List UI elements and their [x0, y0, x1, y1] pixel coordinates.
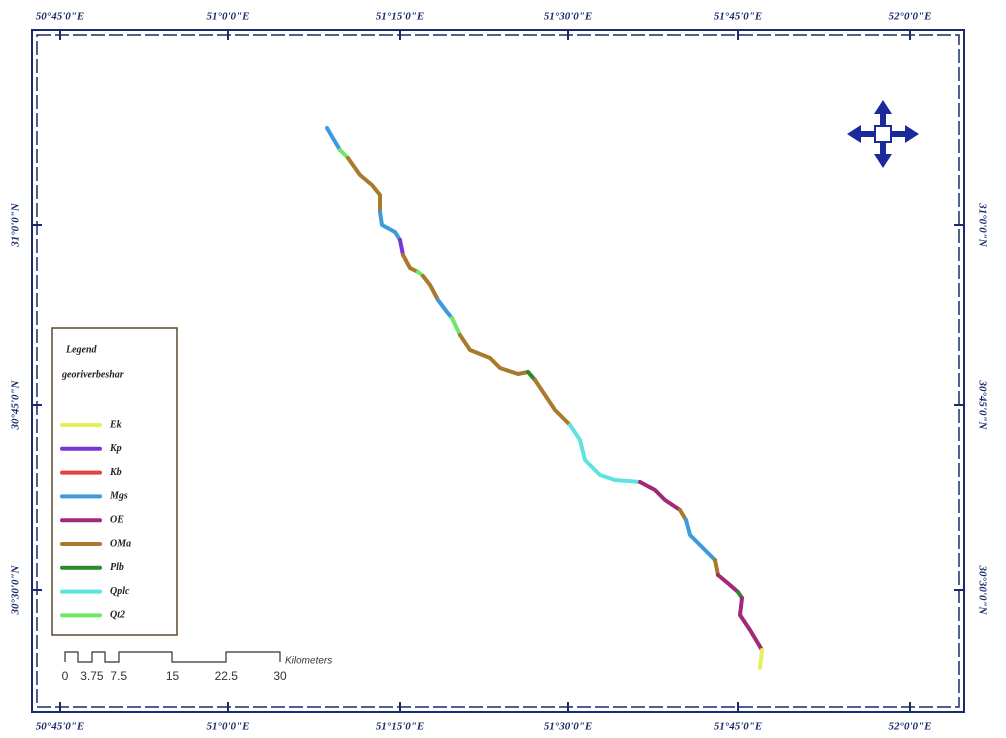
legend-label: Kp	[109, 443, 122, 454]
bottom-coordinate-label: 51°30'0"E	[544, 721, 592, 733]
river-segment	[684, 518, 717, 562]
inner-frame	[36, 34, 960, 708]
river-segment	[568, 423, 642, 484]
top-coordinate-label: 51°0'0"E	[207, 11, 250, 23]
scale-label: 22.5	[215, 669, 239, 683]
scale-unit: Kilometers	[285, 656, 332, 667]
legend-label: OMa	[110, 538, 131, 549]
river-segment	[716, 573, 740, 594]
river-segment	[325, 126, 342, 152]
right-coordinate-label: 31°0'0"N	[976, 202, 988, 248]
river-segment	[401, 253, 420, 274]
top-coordinate-label: 50°45'0"E	[36, 11, 84, 23]
bottom-coordinate-label: 51°45'0"E	[714, 721, 762, 733]
river-segment	[758, 648, 764, 670]
river-segment	[421, 274, 440, 302]
legend-title: Legend	[65, 344, 98, 355]
legend-box	[51, 327, 178, 636]
scale-label: 7.5	[110, 669, 127, 683]
river-segment	[436, 298, 454, 320]
scale-label: 3.75	[80, 669, 104, 683]
bottom-coordinate-label: 52°0'0"E	[889, 721, 932, 733]
bottom-coordinate-label: 51°15'0"E	[376, 721, 424, 733]
scale-label: 0	[62, 669, 69, 683]
right-coordinate-label: 30°45'0"N	[976, 379, 988, 430]
legend-label: Mgs	[109, 491, 128, 502]
left-coordinate-label: 31°0'0"N	[10, 202, 22, 248]
left-coordinate-label: 30°30'0"N	[10, 564, 22, 615]
river-segment	[533, 378, 572, 427]
left-coordinate-label: 30°45'0"N	[10, 379, 22, 430]
river-segment	[378, 210, 402, 242]
scale-label: 15	[166, 669, 180, 683]
river-segment	[458, 333, 530, 376]
legend-layer: georiverbeshar	[61, 369, 124, 380]
river-segment	[346, 156, 382, 214]
legend-label: Qplc	[110, 586, 130, 597]
right-coordinate-label: 30°30'0"N	[976, 564, 988, 615]
legend-label: Ek	[109, 419, 122, 430]
river-segment	[713, 558, 720, 577]
scale-bar	[64, 651, 281, 663]
bottom-coordinate-label: 51°0'0"E	[207, 721, 250, 733]
legend-label: OE	[110, 514, 124, 525]
top-coordinate-label: 51°15'0"E	[376, 11, 424, 23]
river-segment	[398, 238, 405, 257]
legend-label: Plb	[110, 562, 124, 573]
bottom-coordinate-label: 50°45'0"E	[36, 721, 84, 733]
river-segment	[638, 480, 682, 512]
top-coordinate-label: 51°45'0"E	[714, 11, 762, 23]
river-segment	[738, 596, 764, 652]
north-arrow	[847, 100, 919, 168]
scale-label: 30	[273, 669, 287, 683]
outer-frame	[31, 29, 965, 713]
legend-label: Qt2	[110, 610, 125, 621]
legend-label: Kb	[109, 467, 122, 478]
top-coordinate-label: 52°0'0"E	[889, 11, 932, 23]
river-segment	[450, 316, 462, 337]
top-coordinate-label: 51°30'0"E	[544, 11, 592, 23]
